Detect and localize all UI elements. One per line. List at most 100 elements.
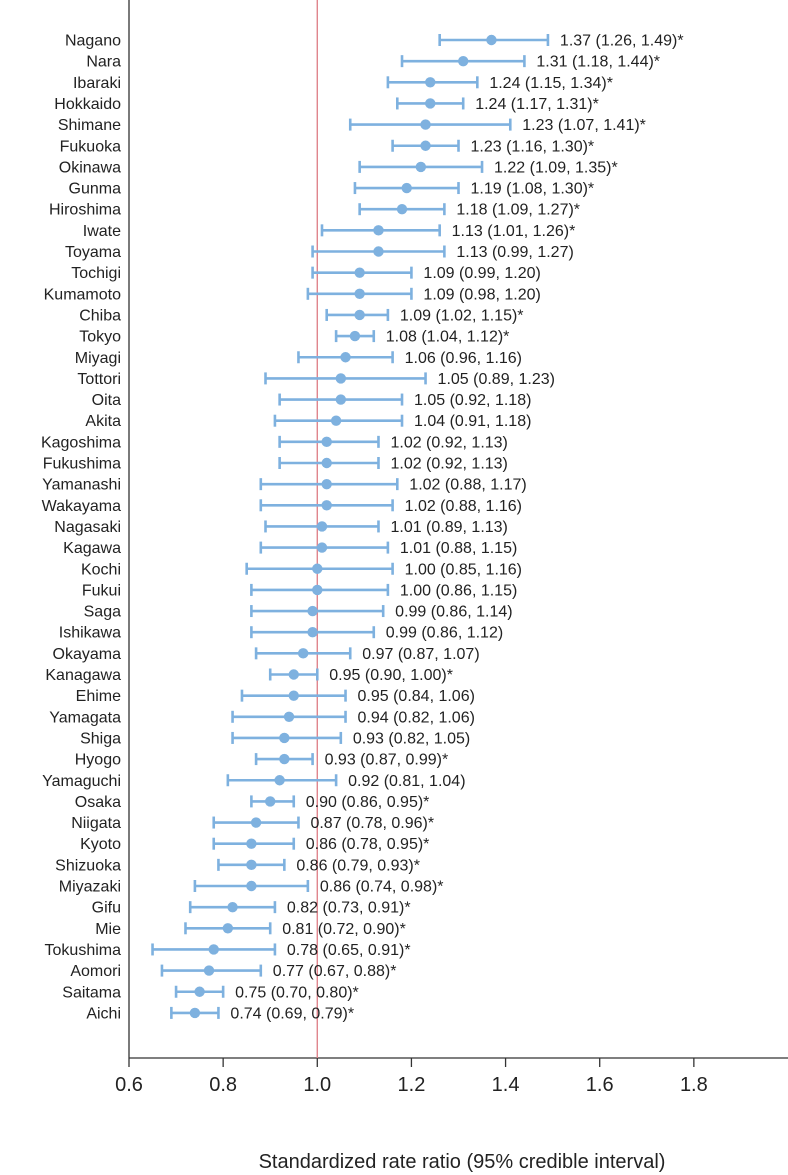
prefecture-label: Miyagi	[75, 350, 121, 367]
prefecture-label: Ehime	[76, 688, 121, 705]
prefecture-label: Gifu	[92, 900, 121, 917]
estimate-point	[279, 732, 290, 744]
x-tick-label: 1.2	[398, 1074, 426, 1096]
row-kochi: Kochi 1.00 (0.85, 1.16)	[81, 561, 522, 578]
row-oita: Oita 1.05 (0.92, 1.18)	[92, 392, 532, 409]
estimate-point	[321, 457, 332, 469]
prefecture-label: Kanagawa	[45, 667, 121, 684]
row-fukui: Fukui 1.00 (0.86, 1.15)	[82, 582, 517, 599]
row-ishikawa: Ishikawa 0.99 (0.86, 1.12)	[59, 625, 503, 642]
estimate-point	[288, 669, 299, 680]
value-label: 1.00 (0.86, 1.15)	[400, 582, 517, 599]
value-label: 0.94 (0.82, 1.06)	[358, 709, 475, 726]
prefecture-label: Oita	[92, 392, 121, 409]
prefecture-label: Hiroshima	[49, 202, 121, 219]
x-tick-label: 1.4	[492, 1074, 520, 1096]
value-label: 1.04 (0.91, 1.18)	[414, 413, 531, 430]
row-aomori: Aomori 0.77 (0.67, 0.88)*	[70, 963, 396, 980]
value-label: 0.77 (0.67, 0.88)*	[273, 963, 397, 980]
value-label: 0.95 (0.84, 1.06)	[358, 688, 475, 705]
estimate-point	[312, 584, 323, 596]
prefecture-label: Shiga	[80, 730, 121, 747]
estimate-point	[321, 436, 332, 448]
row-miyazaki: Miyazaki 0.86 (0.74, 0.98)*	[59, 879, 444, 896]
prefecture-label: Fukushima	[43, 456, 121, 473]
estimate-point	[250, 817, 262, 828]
prefecture-label: Fukui	[82, 582, 121, 599]
estimate-point	[316, 542, 328, 553]
estimate-point	[354, 267, 365, 278]
row-gunma: Gunma 1.19 (1.08, 1.30)*	[69, 181, 595, 198]
row-shimane: Shimane 1.23 (1.07, 1.41)*	[58, 117, 646, 134]
value-label: 0.99 (0.86, 1.14)	[395, 604, 512, 621]
x-tick-label: 1.6	[586, 1074, 614, 1096]
value-label: 1.18 (1.09, 1.27)*	[456, 202, 580, 219]
value-label: 1.05 (0.89, 1.23)	[438, 371, 555, 388]
value-label: 1.09 (0.98, 1.20)	[423, 286, 540, 303]
plot-area	[128, 0, 788, 1059]
prefecture-label: Hyogo	[75, 752, 121, 769]
value-label: 1.09 (1.02, 1.15)*	[400, 307, 524, 324]
estimate-point	[330, 415, 342, 426]
estimate-point	[420, 119, 431, 130]
estimate-point	[307, 605, 318, 617]
estimate-point	[425, 98, 436, 109]
row-okayama: Okayama 0.97 (0.87, 1.07)	[53, 646, 480, 663]
x-tick-label: 1.8	[680, 1074, 708, 1096]
row-kagoshima: Kagoshima 1.02 (0.92, 1.13)	[41, 434, 508, 451]
value-label: 1.13 (1.01, 1.26)*	[452, 223, 576, 240]
row-osaka: Osaka 0.90 (0.86, 0.95)*	[75, 794, 430, 811]
estimate-point	[222, 923, 234, 934]
prefecture-label: Saga	[84, 604, 121, 621]
value-label: 1.13 (0.99, 1.27)	[456, 244, 573, 261]
row-ehime: Ehime 0.95 (0.84, 1.06)	[76, 688, 475, 705]
prefecture-label: Akita	[85, 413, 121, 430]
value-label: 1.37 (1.26, 1.49)*	[560, 33, 684, 50]
value-label: 0.93 (0.87, 0.99)*	[325, 752, 449, 769]
value-label: 0.97 (0.87, 1.07)	[362, 646, 479, 663]
value-label: 0.99 (0.86, 1.12)	[386, 625, 503, 642]
row-nara: Nara 1.31 (1.18, 1.44)*	[86, 54, 660, 71]
row-yamanashi: Yamanashi 1.02 (0.88, 1.17)	[42, 477, 527, 494]
value-label: 0.74 (0.69, 0.79)*	[230, 1005, 354, 1022]
prefecture-label: Yamagata	[49, 709, 121, 726]
prefecture-label: Kagoshima	[41, 434, 121, 451]
x-tick-label: 0.8	[209, 1074, 237, 1096]
estimate-point	[274, 775, 285, 786]
row-toyama: Toyama 1.13 (0.99, 1.27)	[65, 244, 574, 261]
row-hiroshima: Hiroshima 1.18 (1.09, 1.27)*	[49, 202, 580, 219]
row-chiba: Chiba 1.09 (1.02, 1.15)*	[79, 307, 523, 324]
estimate-point	[354, 288, 365, 299]
row-gifu: Gifu 0.82 (0.73, 0.91)*	[92, 900, 411, 917]
prefecture-label: Chiba	[79, 307, 121, 324]
estimate-point	[246, 838, 257, 849]
prefecture-label: Nagano	[65, 33, 121, 50]
value-label: 1.23 (1.07, 1.41)*	[522, 117, 646, 134]
prefecture-label: Ibaraki	[73, 75, 121, 92]
row-aichi: Aichi 0.74 (0.69, 0.79)*	[86, 1005, 354, 1022]
row-shizuoka: Shizuoka 0.86 (0.79, 0.93)*	[55, 857, 420, 874]
value-label: 1.08 (1.04, 1.12)*	[386, 329, 510, 346]
estimate-point	[288, 690, 299, 701]
row-akita: Akita 1.04 (0.91, 1.18)	[85, 413, 531, 430]
prefecture-label: Mie	[95, 921, 121, 938]
prefecture-label: Hokkaido	[54, 96, 121, 113]
value-label: 1.02 (0.92, 1.13)	[390, 456, 507, 473]
value-label: 0.82 (0.73, 0.91)*	[287, 900, 411, 917]
value-label: 1.01 (0.88, 1.15)	[400, 540, 517, 557]
value-label: 1.24 (1.15, 1.34)*	[489, 75, 613, 92]
value-label: 1.01 (0.89, 1.13)	[390, 519, 507, 536]
row-tokyo: Tokyo 1.08 (1.04, 1.12)*	[79, 329, 509, 346]
row-fukuoka: Fukuoka 1.23 (1.16, 1.30)*	[60, 138, 595, 155]
prefecture-label: Aomori	[70, 963, 121, 980]
estimate-point	[396, 204, 408, 215]
value-label: 1.05 (0.92, 1.18)	[414, 392, 531, 409]
prefecture-label: Tokyo	[79, 329, 121, 346]
estimate-point	[203, 965, 215, 976]
row-ibaraki: Ibaraki 1.24 (1.15, 1.34)*	[73, 75, 613, 92]
prefecture-label: Niigata	[71, 815, 121, 832]
row-kanagawa: Kanagawa 0.95 (0.90, 1.00)*	[45, 667, 453, 684]
estimate-point	[227, 901, 238, 913]
row-tottori: Tottori 1.05 (0.89, 1.23)	[77, 371, 555, 388]
